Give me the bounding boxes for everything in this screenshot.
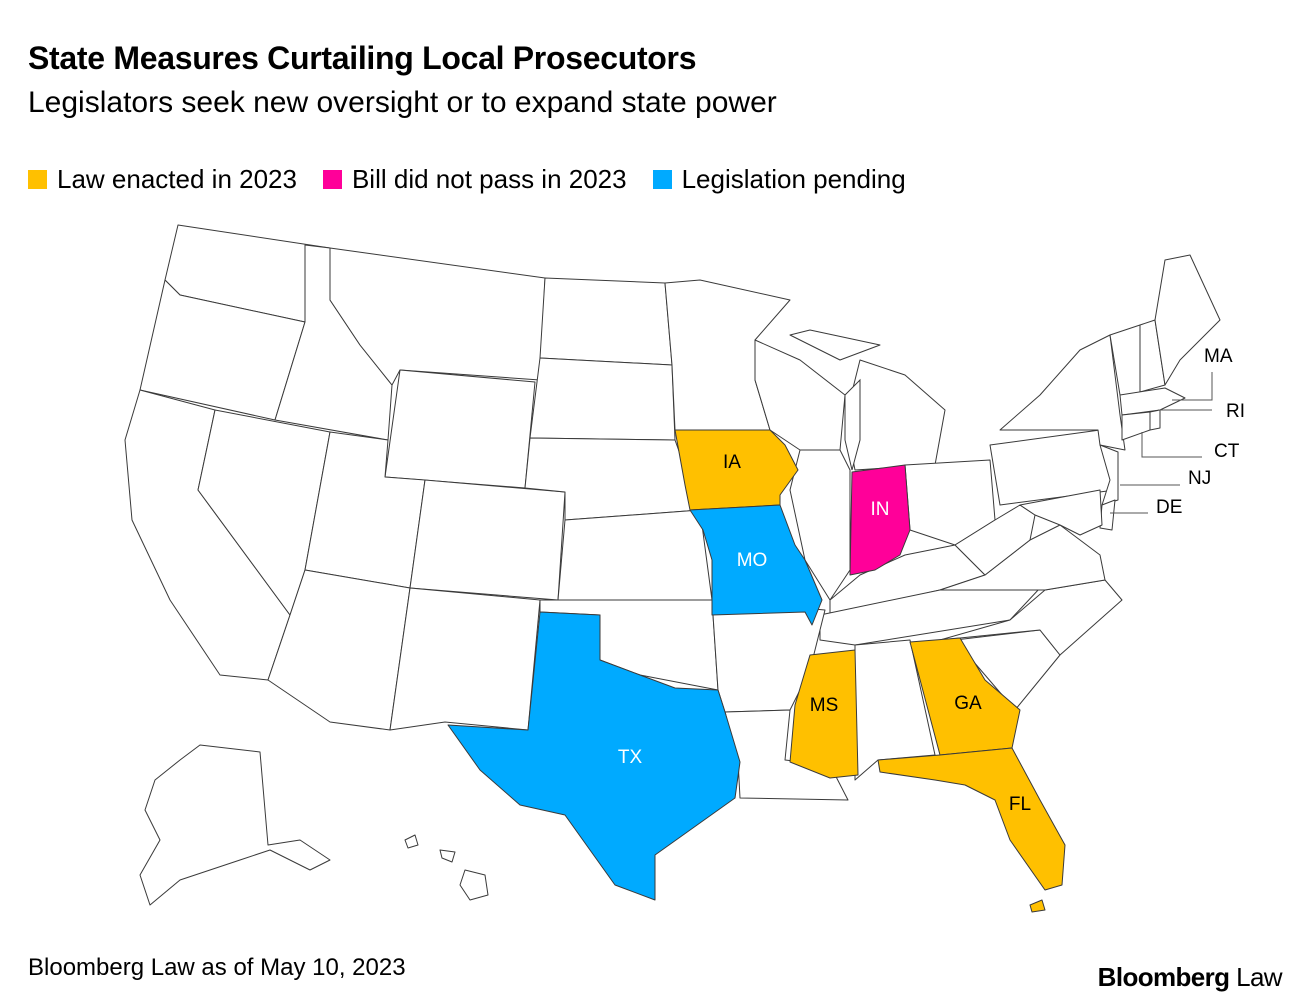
state-ak (139, 744, 331, 906)
brand-bold: Bloomberg (1097, 962, 1230, 992)
state-nd (539, 277, 673, 366)
label-in: IN (871, 499, 890, 520)
state-ny (999, 334, 1126, 451)
chart-title: State Measures Curtailing Local Prosecut… (28, 40, 697, 76)
legend-item-enacted: Law enacted in 2023 (28, 164, 297, 195)
label-tx: TX (618, 747, 643, 768)
label-fl: FL (1009, 794, 1031, 815)
state-ks (557, 509, 713, 601)
state-ms (789, 649, 859, 779)
lake-michigan (844, 378, 861, 471)
state-sd (529, 357, 676, 441)
callout-ct: CT (1214, 441, 1240, 462)
state-il (789, 449, 851, 601)
legend-swatch-failed (322, 170, 342, 189)
state-md (1019, 489, 1103, 536)
state-wy (384, 369, 536, 489)
brand-light: Law (1229, 962, 1283, 992)
chart-subtitle: Legislators seek new oversight or to exp… (28, 86, 777, 119)
state-in (849, 464, 911, 576)
state-mo (689, 504, 823, 626)
state-tx (447, 611, 741, 901)
state-fl (877, 747, 1066, 913)
legend-item-pending: Legislation pending (652, 164, 906, 195)
label-ms: MS (810, 695, 839, 716)
state-ct (1121, 411, 1151, 441)
callout-nj: NJ (1188, 468, 1211, 489)
state-ma (1119, 387, 1186, 416)
state-co (409, 479, 566, 601)
legend: Law enacted in 2023 Bill did not pass in… (28, 164, 932, 195)
callout-line-ma (1172, 372, 1213, 401)
state-de (1099, 499, 1116, 531)
state-me (1154, 254, 1221, 386)
label-ia: IA (723, 452, 741, 473)
callout-line-ct (1141, 432, 1202, 458)
state-hi (404, 834, 489, 901)
legend-swatch-pending (652, 170, 672, 189)
label-ga: GA (954, 693, 982, 714)
state-nc (939, 579, 1123, 656)
legend-swatch-enacted (28, 170, 47, 189)
legend-label-enacted: Law enacted in 2023 (57, 164, 297, 194)
state-ia (674, 429, 799, 511)
state-nm (389, 587, 541, 731)
legend-item-failed: Bill did not pass in 2023 (322, 164, 627, 195)
us-map: IA IN MO TX MS GA FL MA RI CT NJ DE (124, 224, 1245, 913)
legend-label-failed: Bill did not pass in 2023 (351, 164, 627, 194)
callout-lines (1110, 372, 1213, 514)
state-ri (1149, 409, 1161, 431)
bloomberg-law-logo: Bloomberg Law (1097, 962, 1283, 993)
source-note: Bloomberg Law as of May 10, 2023 (28, 954, 406, 981)
callout-de: DE (1156, 497, 1182, 518)
label-mo: MO (737, 550, 768, 571)
legend-label-pending: Legislation pending (681, 164, 906, 194)
callout-ma: MA (1204, 346, 1233, 367)
callout-ri: RI (1226, 401, 1245, 422)
